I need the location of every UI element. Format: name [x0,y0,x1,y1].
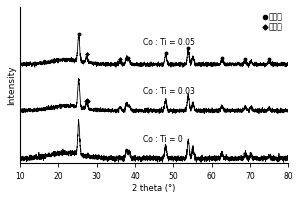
Text: Co : Ti = 0: Co : Ti = 0 [143,135,182,144]
Text: Co : Ti = 0.03: Co : Ti = 0.03 [143,87,195,96]
Legend: 锐钓矿, 金红石: 锐钓矿, 金红石 [262,11,284,33]
Text: Co : Ti = 0.05: Co : Ti = 0.05 [143,38,195,47]
Y-axis label: Intensity: Intensity [7,65,16,105]
X-axis label: 2 theta (°): 2 theta (°) [133,184,176,193]
